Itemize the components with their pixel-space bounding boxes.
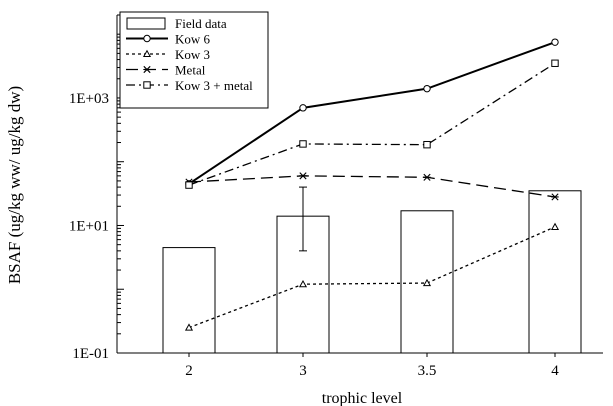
point-kow-3-3.5 <box>422 278 432 287</box>
lines-layer <box>184 38 560 331</box>
point-kow-3-metal-2 <box>185 181 193 189</box>
legend-swatch-field-data <box>126 17 166 30</box>
point-kow-3-metal-3 <box>299 140 307 148</box>
point-kow-6-3 <box>299 104 307 112</box>
x-tick-label: 4 <box>551 363 559 379</box>
y-tick-label: 1E-01 <box>72 346 109 362</box>
series-line-kow-6 <box>188 41 556 185</box>
legend-marker-kow-6 <box>143 34 151 43</box>
legend-label-metal: Metal <box>175 63 206 78</box>
y-axis-label: BSAF (ug/kg ww/ ug/kg dw) <box>5 86 24 284</box>
legend-label-field-data: Field data <box>175 16 227 31</box>
legend-label-kow-6: Kow 6 <box>175 32 211 47</box>
series-line-kow-3 <box>188 226 556 329</box>
point-kow-6-4 <box>551 38 559 46</box>
legend-marker-kow-3 <box>142 49 152 58</box>
series-line-kow-3-metal <box>188 62 556 186</box>
bars-layer <box>162 186 582 354</box>
point-metal-3 <box>299 172 307 180</box>
point-kow-3-2 <box>184 323 194 331</box>
series-line-metal <box>188 175 556 198</box>
legend-label-kow-3: Kow 3 <box>175 47 210 62</box>
point-kow-3-metal-3.5 <box>423 140 431 149</box>
bar-2 <box>162 247 216 354</box>
x-tick-label: 2 <box>185 363 193 379</box>
point-kow-6-3.5 <box>423 84 431 93</box>
x-tick-label: 3.5 <box>418 363 437 379</box>
x-axis-label: trophic level <box>322 390 403 406</box>
point-kow-3-3 <box>298 279 308 288</box>
axes-layer: 1E-01 1E+01 1E+03 2 3 3.5 4 <box>69 14 603 379</box>
point-metal-4 <box>551 193 559 201</box>
legend-marker-metal <box>143 65 151 74</box>
y-tick-label: 1E+03 <box>69 91 109 107</box>
point-kow-3-metal-4 <box>551 59 559 67</box>
point-kow-3-4 <box>550 222 560 230</box>
legend-label-kow-3-metal: Kow 3 + metal <box>175 78 253 93</box>
legend-marker-kow-3-metal <box>143 81 151 89</box>
point-metal-3.5 <box>423 173 431 181</box>
bar-4 <box>528 190 582 354</box>
x-tick-label: 3 <box>299 363 307 379</box>
y-tick-label: 1E+01 <box>69 218 109 234</box>
